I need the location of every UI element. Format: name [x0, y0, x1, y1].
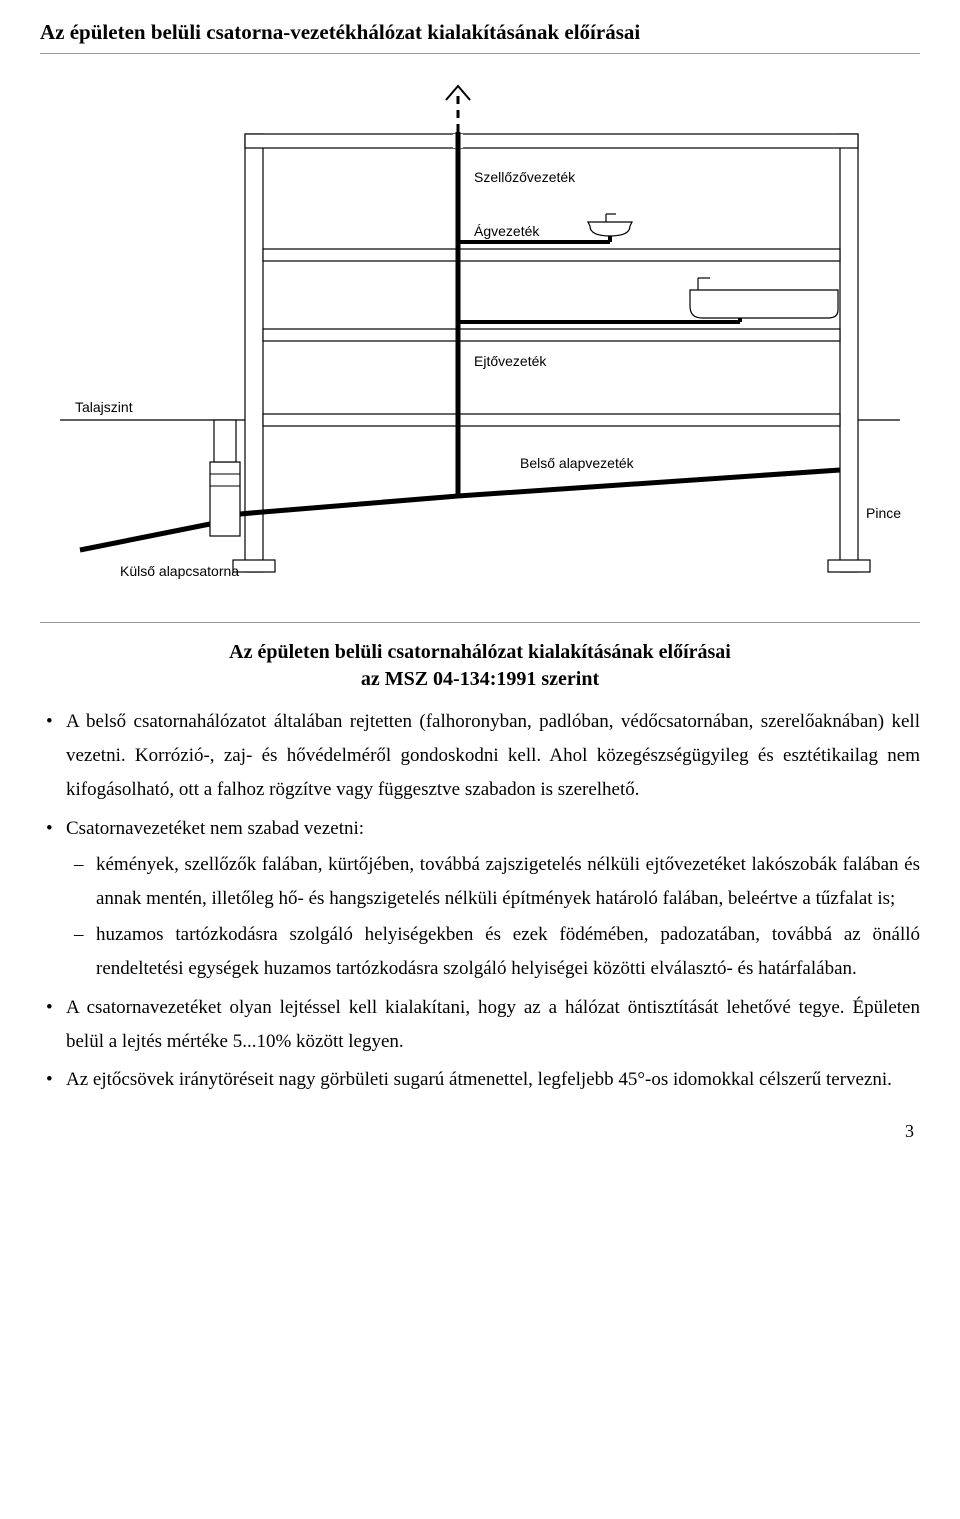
bullet-3: A csatornavezetéket olyan lejtéssel kell… [40, 991, 920, 1059]
body-text: A belső csatornahálózatot általában rejt… [40, 705, 920, 1097]
page-number: 3 [40, 1121, 920, 1142]
label-pince: Pince [866, 505, 901, 521]
bullet-2-sub-1: kémények, szellőzők falában, kürtőjében,… [66, 848, 920, 916]
label-kulso: Külső alapcsatorna [120, 563, 239, 579]
subtitle-line-1: Az épületen belüli csatornahálózat kiala… [40, 641, 920, 664]
label-ejtovezetek: Ejtővezeték [474, 353, 547, 369]
label-szellozo: Szellőzővezeték [474, 169, 576, 185]
bullet-2: Csatornavezetéket nem szabad vezetni: ké… [40, 812, 920, 987]
label-belso-alap: Belső alapvezeték [520, 455, 635, 471]
bullet-1: A belső csatornahálózatot általában rejt… [40, 705, 920, 808]
bullet-2-sub-2: huzamos tartózkodásra szolgáló helyisége… [66, 918, 920, 986]
label-talajszint: Talajszint [75, 399, 133, 415]
label-agvezetek: Ágvezeték [474, 223, 540, 239]
page-title: Az épületen belüli csatorna-vezetékhálóz… [40, 20, 920, 54]
building-diagram: Szellőzővezeték Ágvezeték Ejtővezeték Ta… [50, 74, 910, 604]
bullet-4: Az ejtőcsövek iránytöréseit nagy görbüle… [40, 1063, 920, 1097]
bullet-2-intro: Csatornavezetéket nem szabad vezetni: [66, 818, 364, 839]
subtitle-line-2: az MSZ 04-134:1991 szerint [40, 668, 920, 691]
diagram-container: Szellőzővezeték Ágvezeték Ejtővezeték Ta… [40, 74, 920, 623]
